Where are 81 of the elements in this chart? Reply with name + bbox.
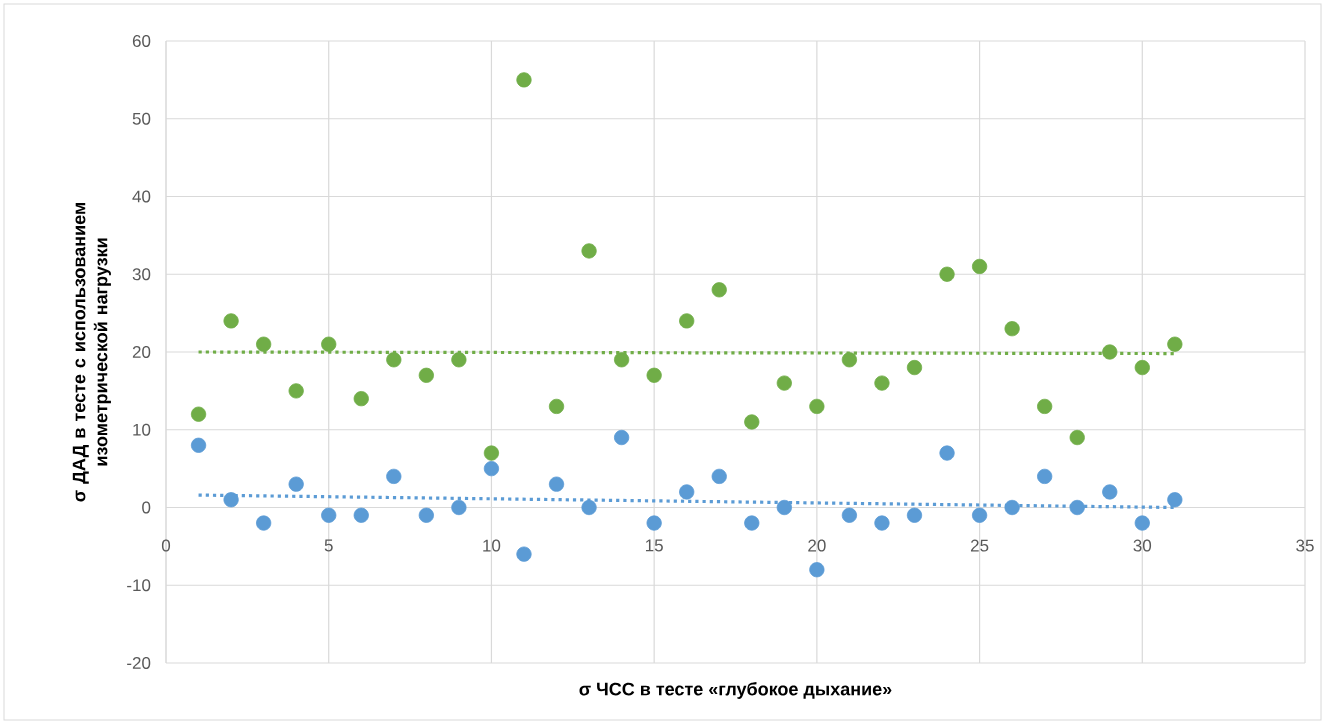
point	[548, 398, 565, 415]
x-tick-label: 0	[161, 539, 171, 552]
point	[581, 243, 597, 259]
point	[1134, 515, 1150, 531]
point	[809, 562, 825, 578]
point	[971, 258, 988, 275]
point	[939, 445, 955, 461]
point	[418, 367, 434, 383]
point	[906, 507, 923, 523]
point	[418, 507, 434, 523]
y-tick-label: -10	[127, 579, 151, 592]
point	[1037, 468, 1053, 484]
point	[679, 313, 695, 329]
x-tick-label: 20	[808, 539, 826, 552]
point	[776, 499, 792, 516]
point	[483, 461, 500, 477]
point	[451, 499, 467, 516]
point	[614, 352, 630, 368]
point	[1102, 484, 1118, 500]
point	[1069, 499, 1085, 516]
point	[776, 375, 792, 391]
point	[1037, 398, 1053, 415]
x-tick-label: 5	[324, 539, 333, 552]
point	[809, 398, 825, 415]
y-tick-label: 30	[132, 268, 151, 281]
point	[288, 383, 304, 399]
point	[874, 515, 890, 531]
point	[321, 336, 337, 352]
point	[516, 546, 532, 562]
point	[386, 468, 402, 484]
point	[223, 492, 239, 508]
point	[581, 499, 597, 516]
point	[256, 336, 272, 352]
point	[483, 445, 500, 461]
point	[353, 507, 369, 523]
point	[516, 72, 532, 88]
y-axis-title: σ ДАД в тесте с использованием изометрической нагрузки	[72, 202, 111, 502]
point	[906, 359, 923, 376]
point	[614, 429, 630, 446]
point	[679, 484, 695, 500]
point	[744, 414, 760, 430]
point	[321, 507, 337, 523]
y-tick-label: -20	[127, 656, 151, 670]
point	[841, 352, 858, 368]
point	[711, 468, 727, 484]
point	[711, 282, 727, 298]
point	[386, 352, 402, 368]
point	[451, 352, 467, 368]
x-tick-label: 30	[1133, 539, 1152, 552]
x-tick-label: 35	[1296, 539, 1314, 552]
y-tick-label: 60	[132, 34, 151, 48]
point	[1004, 321, 1020, 337]
point	[190, 406, 207, 422]
x-axis-title: σ ЧСС в тесте «глубокое дыхание»	[579, 682, 892, 699]
point	[971, 507, 988, 523]
point	[1004, 499, 1020, 516]
y-tick-label: 20	[132, 345, 151, 359]
point	[548, 476, 565, 492]
point	[223, 313, 239, 329]
y-tick-label: 0	[142, 501, 151, 514]
y-tick-label: 40	[132, 190, 151, 203]
point	[646, 367, 662, 383]
point	[256, 515, 272, 531]
point	[1069, 429, 1085, 446]
point	[646, 515, 662, 531]
point	[874, 375, 890, 391]
point	[939, 266, 955, 282]
point	[288, 476, 304, 492]
y-tick-label: 50	[132, 112, 151, 125]
point	[1167, 492, 1183, 508]
x-tick-label: 25	[970, 539, 989, 552]
y-tick-label: 10	[133, 423, 151, 436]
point	[1102, 344, 1118, 360]
point	[744, 515, 760, 531]
x-tick-label: 15	[645, 539, 663, 552]
point	[1167, 336, 1183, 352]
point	[1134, 359, 1150, 376]
point	[841, 507, 858, 523]
point	[190, 437, 207, 453]
x-tick-label: 10	[483, 539, 501, 552]
point	[353, 391, 369, 407]
